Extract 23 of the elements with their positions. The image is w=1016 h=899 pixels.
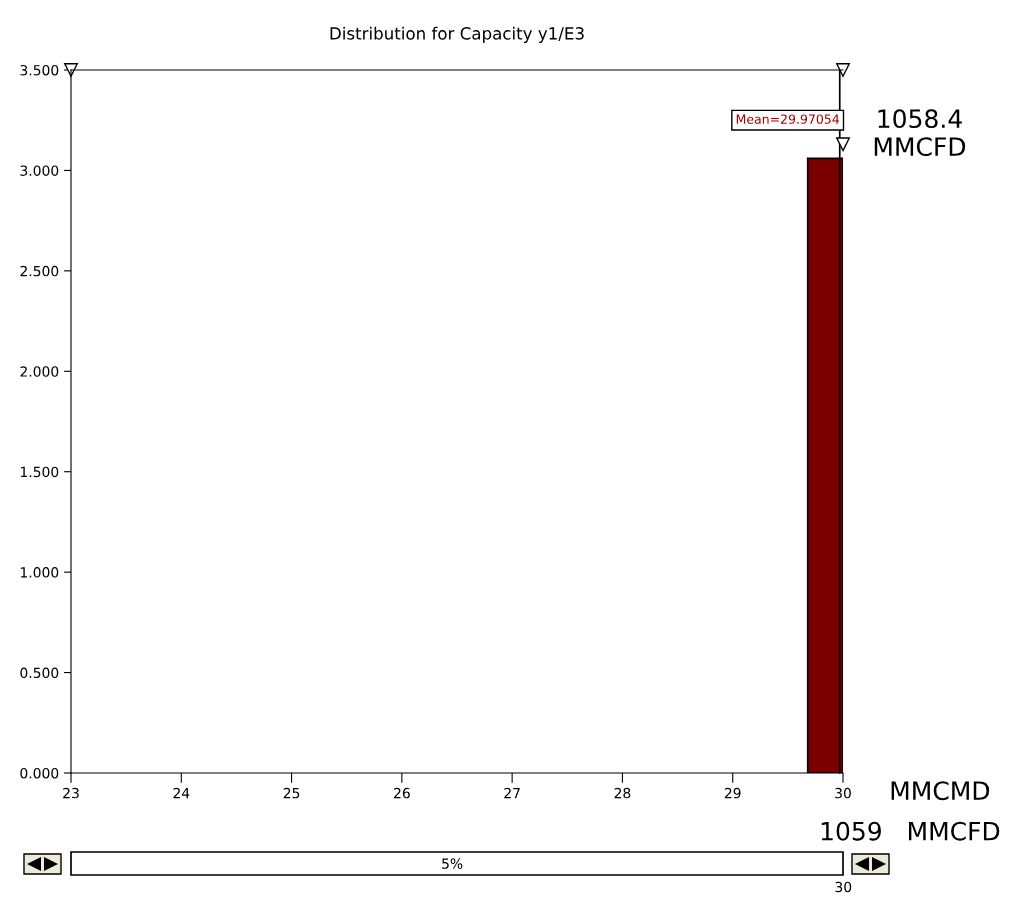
x-tick-label: 26 [394,787,410,799]
x-tick-label: 23 [63,787,79,799]
text: 1058.4 MMCFD [874,109,966,157]
ref-line-label: Mean=29.97054 [736,114,840,124]
x-tick-label: 29 [724,787,741,799]
y-tick-label: 1.000 [20,567,59,578]
y-tick-label: 3.500 [20,64,59,76]
x-tick-label: 24 [173,787,190,799]
chart-title: Distribution for Capacity y1/E3 [330,26,584,43]
text: 5% [442,858,463,869]
y-tick-label: 3.000 [20,165,59,176]
x-tick-label: 28 [614,787,631,799]
text: 1059 MMCFD [821,821,1000,841]
x-tick-label: 25 [283,787,300,799]
text: 30 [835,881,852,893]
text: MMCMD [891,781,990,801]
y-tick-label: 1.500 [20,466,59,478]
y-tick-label: 0.000 [20,767,59,779]
y-tick-label: 2.000 [20,366,59,377]
x-tick-label: 27 [504,787,520,799]
y-tick-label: 2.500 [20,265,59,277]
y-tick-label: 0.500 [20,667,59,679]
x-tick-label: 30 [835,787,851,799]
